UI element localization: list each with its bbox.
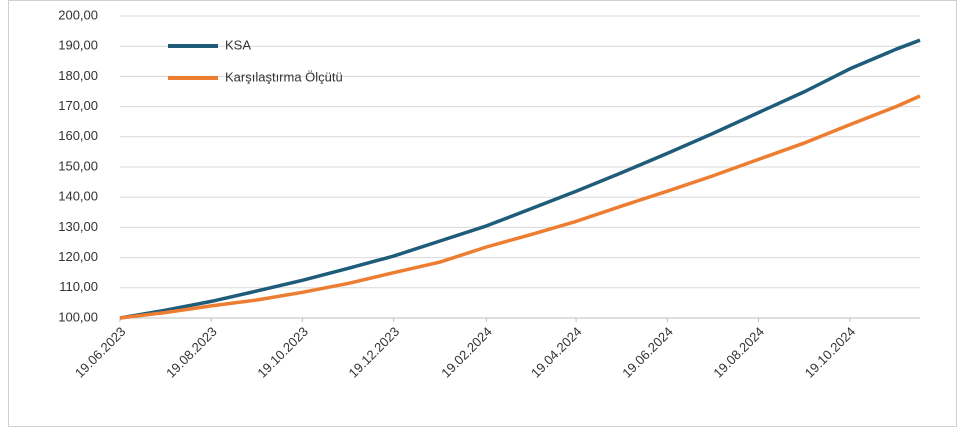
y-tick-label: 140,00	[58, 189, 98, 204]
series-line	[119, 94, 921, 320]
y-tick-label: 150,00	[58, 158, 98, 173]
chart-frame	[8, 0, 957, 427]
y-tick-label: 160,00	[58, 128, 98, 143]
y-tick-label: 200,00	[58, 7, 98, 22]
y-tick-label: 110,00	[59, 279, 98, 294]
y-tick-label: 130,00	[58, 219, 98, 234]
legend-label: Karşılaştırma Ölçütü	[225, 69, 343, 84]
y-tick-label: 120,00	[58, 249, 98, 264]
series-line	[119, 38, 921, 320]
legend-label: KSA	[225, 37, 251, 52]
y-tick-label: 180,00	[58, 68, 98, 83]
y-tick-label: 170,00	[58, 98, 98, 113]
y-tick-label: 100,00	[58, 309, 98, 324]
y-tick-label: 190,00	[58, 38, 98, 53]
